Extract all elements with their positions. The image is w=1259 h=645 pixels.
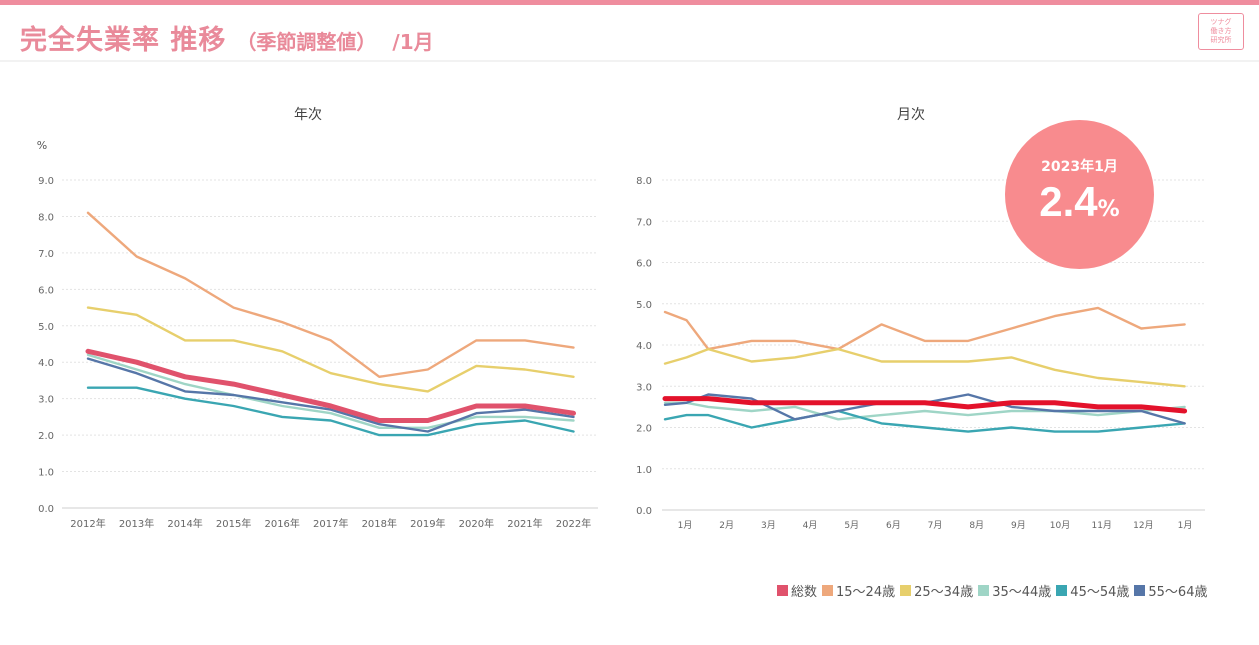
y-tick-label-annual: 1.0 (38, 468, 54, 479)
chart-legend: 総数 15～24歳 25～34歳 35～44歳 45～54歳 55～64歳 (777, 581, 1212, 600)
series-line-total-annual (85, 348, 576, 423)
series-line-35-44-annual (86, 353, 575, 429)
y-tick-label-annual: 7.0 (38, 249, 54, 260)
y-tick-label-annual: 9.0 (38, 176, 54, 187)
x-tick-label-monthly: 10月 (1050, 520, 1070, 531)
series-line-15-24-monthly (663, 306, 1186, 351)
x-tick-label-annual: 2020年 (459, 517, 494, 530)
x-tick-label-monthly: 7月 (928, 520, 943, 531)
x-tick-label-monthly: 9月 (1011, 520, 1026, 531)
legend-item-total: 総数 (777, 581, 817, 600)
logo-line: 働き方 (1210, 27, 1232, 35)
legend-item-35-44: 35～44歳 (978, 581, 1051, 600)
x-tick-label-annual: 2021年 (507, 517, 542, 530)
header-divider (0, 60, 1259, 62)
legend-swatch-15-24 (822, 585, 834, 596)
legend-item-45-54: 45～54歳 (1056, 581, 1129, 600)
legend-label: 55～64歳 (1148, 585, 1208, 600)
legend-swatch-total (777, 585, 788, 596)
y-axis-unit-annual: % (37, 139, 47, 152)
y-tick-label-monthly: 7.0 (636, 217, 652, 228)
x-tick-label-monthly: 12月 (1133, 520, 1153, 531)
series-line-45-54-annual (86, 386, 575, 437)
legend-label: 25～34歳 (914, 585, 974, 600)
series-line-15-24-annual (86, 211, 575, 378)
x-tick-label-monthly: 1月 (678, 520, 693, 531)
y-tick-label-monthly: 0.0 (636, 506, 652, 517)
highlight-value: 2.4 (1039, 177, 1098, 225)
x-tick-label-monthly: 6月 (886, 520, 901, 531)
x-tick-label-annual: 2015年 (216, 517, 251, 530)
y-tick-label-annual: 2.0 (38, 431, 54, 442)
y-tick-label-monthly: 3.0 (636, 382, 652, 393)
x-tick-label-annual: 2018年 (362, 517, 397, 530)
legend-label: 45～54歳 (1070, 585, 1130, 600)
legend-item-55-64: 55～64歳 (1134, 581, 1207, 600)
x-tick-label-monthly: 2月 (719, 520, 734, 531)
page-subtitle: （季節調整値） (236, 30, 377, 54)
legend-label: 35～44歳 (992, 585, 1052, 600)
legend-swatch-55-64 (1134, 585, 1146, 596)
y-tick-label-monthly: 6.0 (636, 259, 652, 270)
x-tick-label-annual: 2014年 (167, 517, 202, 530)
x-tick-label-annual: 2017年 (313, 517, 348, 530)
series-line-45-54-monthly (663, 409, 1186, 433)
x-tick-label-monthly: 8月 (969, 520, 984, 531)
top-accent-bar (0, 0, 1259, 5)
logo-line: ツナグ (1210, 18, 1232, 26)
series-line-55-64-annual (86, 357, 575, 433)
chart-title-annual: 年次 (294, 107, 322, 123)
y-tick-label-monthly: 4.0 (636, 341, 652, 352)
y-tick-label-annual: 8.0 (38, 212, 54, 223)
x-tick-label-monthly: 3月 (761, 520, 776, 531)
series-line-total_monthly-monthly (662, 396, 1188, 414)
y-tick-label-annual: 4.0 (38, 358, 54, 369)
series-line-25-34-monthly (663, 347, 1186, 388)
y-tick-label-annual: 5.0 (38, 322, 54, 333)
legend-label: 15～24歳 (836, 585, 896, 600)
series-line-35-44-monthly (663, 401, 1186, 421)
highlight-label: 2023年1月 (1041, 158, 1118, 175)
x-tick-label-annual: 2019年 (410, 517, 445, 530)
x-tick-label-annual: 2013年 (119, 517, 154, 530)
highlight-badge: 2023年1月 2.4% (1005, 120, 1154, 269)
page-header: 完全失業率 推移 （季節調整値） /1月 (20, 18, 434, 58)
series-line-25-34-annual (86, 306, 575, 393)
x-tick-label-annual: 2012年 (70, 517, 105, 530)
legend-swatch-35-44 (978, 585, 990, 596)
y-tick-label-monthly: 2.0 (636, 424, 652, 435)
x-tick-label-annual: 2016年 (264, 517, 299, 530)
legend-item-25-34: 25～34歳 (900, 581, 973, 600)
x-tick-label-monthly: 11月 (1091, 520, 1111, 531)
y-tick-label-monthly: 5.0 (636, 300, 652, 311)
y-tick-label-annual: 6.0 (38, 285, 54, 296)
highlight-unit: % (1097, 196, 1120, 222)
page-title: 完全失業率 推移 (20, 25, 227, 56)
y-tick-label-monthly: 1.0 (636, 465, 652, 476)
logo-line: 研究所 (1210, 36, 1232, 44)
chart-title-monthly: 月次 (897, 107, 925, 123)
legend-swatch-45-54 (1056, 585, 1068, 596)
x-tick-label-monthly: 5月 (844, 520, 859, 531)
page-month: /1月 (392, 30, 434, 54)
x-tick-label-annual: 2022年 (556, 517, 591, 530)
y-tick-label-monthly: 8.0 (636, 176, 652, 187)
y-tick-label-annual: 0.0 (38, 504, 54, 515)
x-tick-label-monthly: 1月 (1178, 520, 1193, 531)
brand-logo: ツナグ 働き方 研究所 (1198, 13, 1244, 50)
y-tick-label-annual: 3.0 (38, 395, 54, 406)
legend-item-15-24: 15～24歳 (822, 581, 895, 600)
x-tick-label-monthly: 4月 (803, 520, 818, 531)
legend-swatch-25-34 (900, 585, 912, 596)
highlight-value-wrap: 2.4% (1039, 178, 1119, 226)
legend-label: 総数 (791, 585, 818, 600)
